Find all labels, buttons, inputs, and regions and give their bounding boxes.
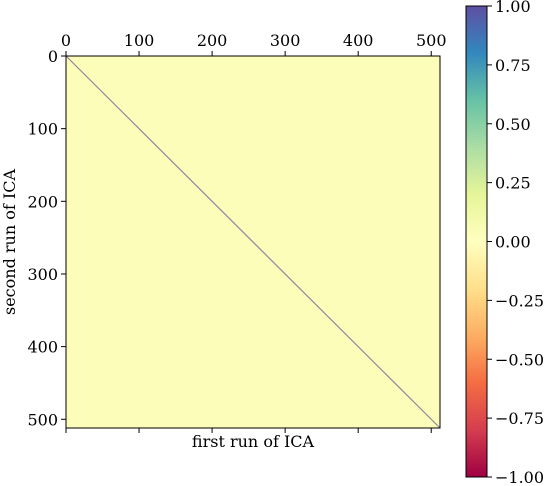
colorbar-tick-label: −0.50 — [495, 350, 544, 369]
colorbar-tick-label: 0.00 — [495, 233, 531, 252]
colorbar-tick-label: 0.75 — [495, 56, 531, 75]
x-tick-label: 400 — [343, 31, 374, 50]
x-tick-label: 100 — [124, 31, 155, 50]
colorbar-tick-label: 0.50 — [495, 115, 531, 134]
y-axis: 0 100 200 300 400 500 — [27, 47, 66, 429]
x-axis: 0 100 200 300 400 500 — [61, 31, 447, 433]
y-tick-label: 300 — [27, 265, 58, 284]
y-tick-label: 200 — [27, 192, 58, 211]
y-axis-label: second run of ICA — [0, 169, 19, 315]
colorbar: 1.00 0.75 0.50 0.25 0.00 −0.25 −0.50 −0.75 −1.00 — [465, 0, 544, 486]
x-axis-label: first run of ICA — [192, 432, 315, 451]
colorbar-ticks: 1.00 0.75 0.50 0.25 0.00 −0.25 −0.50 −0.75 −1.00 — [487, 0, 544, 486]
colorbar-tick-label: −0.75 — [495, 409, 544, 428]
y-tick-label: 100 — [27, 120, 58, 139]
x-tick-label: 300 — [270, 31, 301, 50]
colorbar-gradient — [466, 6, 487, 477]
colorbar-tick-label: −0.25 — [495, 291, 544, 310]
heatmap — [65, 55, 441, 429]
colorbar-tick-label: 1.00 — [495, 0, 531, 16]
x-tick-label: 0 — [61, 31, 71, 50]
x-tick-label: 200 — [197, 31, 228, 50]
y-tick-label: 0 — [48, 47, 58, 66]
y-tick-label: 400 — [27, 338, 58, 357]
heatmap-frame — [65, 55, 441, 429]
heatmap-diagonal — [65, 55, 441, 429]
x-tick-label: 500 — [416, 31, 447, 50]
y-tick-label: 500 — [27, 410, 58, 429]
colorbar-tick-label: −1.00 — [495, 468, 544, 486]
colorbar-tick-label: 0.25 — [495, 174, 531, 193]
